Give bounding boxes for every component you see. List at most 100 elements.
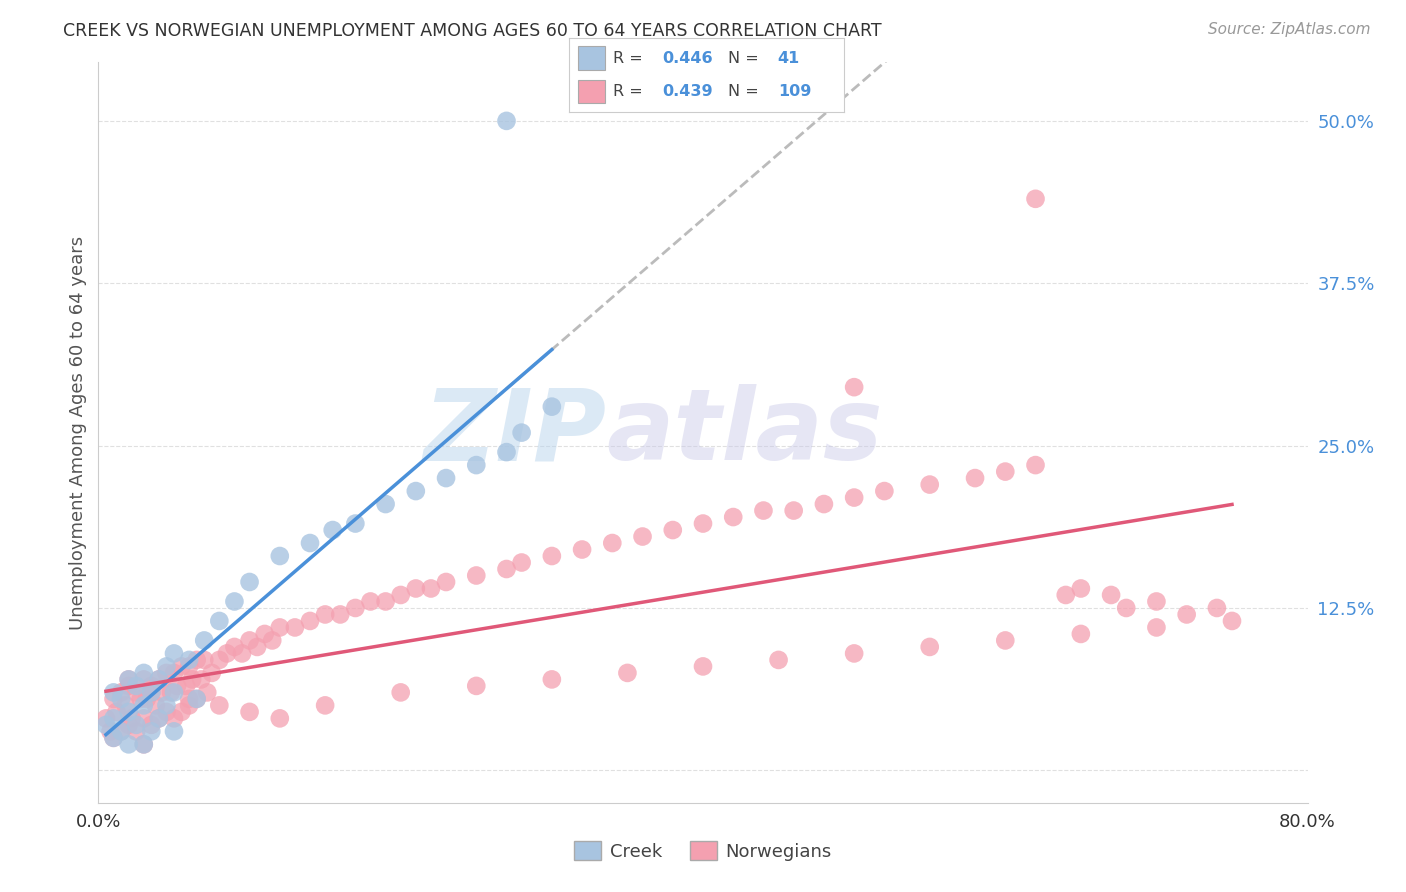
- Point: [465, 458, 488, 472]
- Point: [163, 685, 186, 699]
- Point: [374, 594, 396, 608]
- Point: [389, 588, 412, 602]
- FancyBboxPatch shape: [578, 46, 605, 70]
- Point: [269, 549, 291, 563]
- Point: [284, 620, 307, 634]
- Point: [163, 724, 186, 739]
- Point: [1070, 627, 1092, 641]
- Point: [195, 685, 218, 699]
- Point: [118, 673, 141, 687]
- Point: [94, 718, 117, 732]
- Point: [344, 516, 367, 531]
- Point: [844, 647, 866, 661]
- Point: [752, 503, 775, 517]
- Point: [118, 705, 141, 719]
- Point: [661, 523, 683, 537]
- Point: [374, 497, 396, 511]
- Text: N =: N =: [728, 84, 759, 99]
- Point: [495, 562, 517, 576]
- Point: [616, 665, 638, 680]
- Point: [141, 679, 163, 693]
- Point: [389, 685, 412, 699]
- Point: [253, 627, 276, 641]
- Point: [692, 516, 714, 531]
- Point: [118, 737, 141, 751]
- Point: [844, 491, 866, 505]
- Point: [1220, 614, 1243, 628]
- Text: 0.446: 0.446: [662, 51, 713, 66]
- Point: [155, 698, 177, 713]
- Legend: Creek, Norwegians: Creek, Norwegians: [567, 834, 839, 868]
- Point: [193, 633, 215, 648]
- Point: [166, 679, 188, 693]
- Point: [132, 737, 155, 751]
- Point: [224, 594, 246, 608]
- Point: [844, 380, 866, 394]
- Point: [405, 484, 427, 499]
- Point: [174, 679, 197, 693]
- Point: [163, 647, 186, 661]
- Point: [110, 685, 132, 699]
- Point: [201, 665, 224, 680]
- Point: [186, 692, 208, 706]
- Point: [160, 685, 183, 699]
- Point: [1115, 601, 1137, 615]
- Point: [179, 659, 201, 673]
- Point: [155, 665, 177, 680]
- Point: [132, 673, 155, 687]
- Point: [141, 724, 163, 739]
- Point: [540, 549, 562, 563]
- Point: [103, 731, 125, 745]
- Text: 0.439: 0.439: [662, 84, 713, 99]
- Point: [179, 692, 201, 706]
- Point: [125, 718, 148, 732]
- Point: [94, 711, 117, 725]
- Point: [181, 673, 204, 687]
- Point: [994, 633, 1017, 648]
- Point: [965, 471, 987, 485]
- Point: [1024, 458, 1046, 472]
- Point: [723, 510, 745, 524]
- Point: [121, 711, 143, 725]
- Point: [540, 673, 562, 687]
- Point: [768, 653, 790, 667]
- Point: [329, 607, 352, 622]
- Point: [129, 692, 152, 706]
- Point: [179, 653, 201, 667]
- Point: [434, 574, 457, 589]
- Point: [141, 685, 163, 699]
- Point: [540, 400, 562, 414]
- Point: [918, 477, 941, 491]
- Point: [163, 665, 186, 680]
- Point: [170, 659, 193, 673]
- Point: [571, 542, 593, 557]
- Point: [322, 523, 344, 537]
- Point: [994, 465, 1017, 479]
- Point: [148, 673, 170, 687]
- Text: CREEK VS NORWEGIAN UNEMPLOYMENT AMONG AGES 60 TO 64 YEARS CORRELATION CHART: CREEK VS NORWEGIAN UNEMPLOYMENT AMONG AG…: [63, 22, 882, 40]
- Point: [269, 711, 291, 725]
- Point: [150, 685, 173, 699]
- Y-axis label: Unemployment Among Ages 60 to 64 years: Unemployment Among Ages 60 to 64 years: [69, 235, 87, 630]
- FancyBboxPatch shape: [578, 80, 605, 103]
- Point: [208, 614, 231, 628]
- Point: [246, 640, 269, 654]
- Point: [314, 607, 336, 622]
- Point: [1024, 192, 1046, 206]
- Point: [631, 529, 654, 543]
- Point: [692, 659, 714, 673]
- Point: [239, 633, 262, 648]
- Point: [118, 679, 141, 693]
- Point: [465, 568, 488, 582]
- Point: [193, 653, 215, 667]
- Point: [495, 445, 517, 459]
- Point: [602, 536, 624, 550]
- Text: R =: R =: [613, 51, 648, 66]
- Point: [155, 659, 177, 673]
- Text: Source: ZipAtlas.com: Source: ZipAtlas.com: [1208, 22, 1371, 37]
- Point: [170, 705, 193, 719]
- Point: [510, 425, 533, 440]
- Point: [141, 718, 163, 732]
- Point: [118, 673, 141, 687]
- Point: [148, 673, 170, 687]
